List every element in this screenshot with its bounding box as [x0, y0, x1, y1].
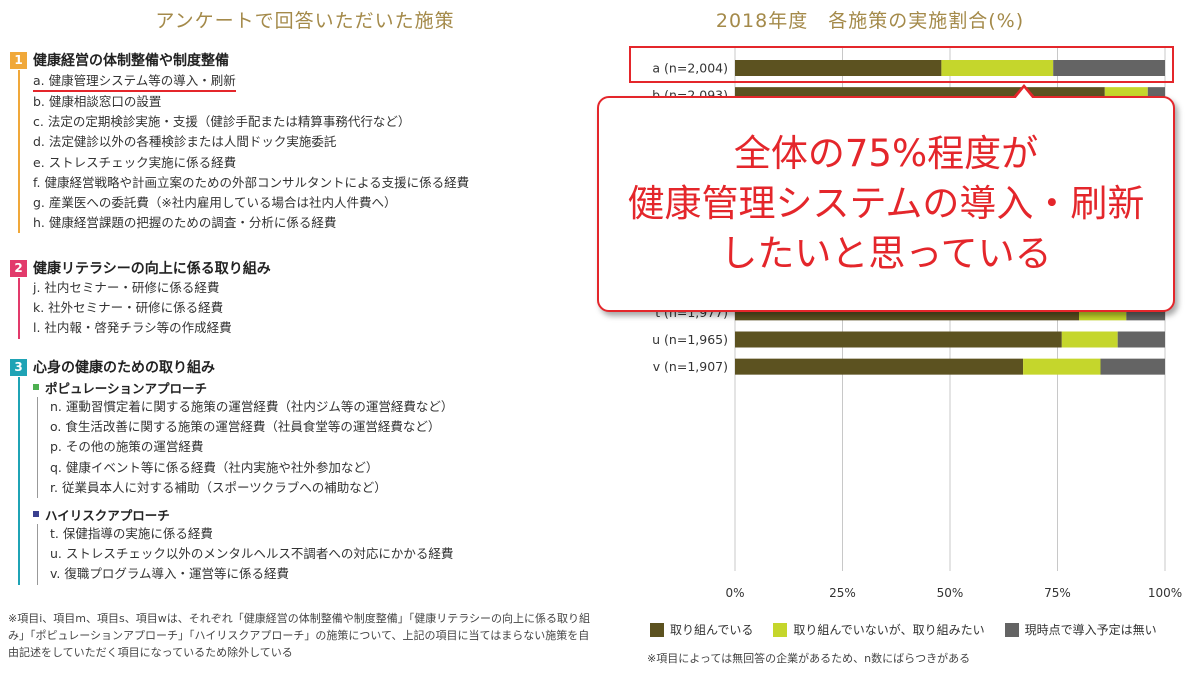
- bar-segment-none: [1053, 60, 1165, 76]
- x-tick-label: 50%: [937, 586, 964, 600]
- category-label: a (n=2,004): [652, 61, 728, 76]
- high-risk-approach-title: ハイリスクアプローチ: [45, 507, 170, 523]
- bar-segment-doing: [735, 358, 1024, 375]
- section-3-item-r: r. 従業員本人に対する補助（スポーツクラブへの補助など）: [50, 479, 387, 495]
- bar-segment-none: [1100, 358, 1165, 375]
- section-1-title: 健康経営の体制整備や制度整備: [33, 53, 229, 69]
- section-3-item-q: q. 健康イベント等に係る経費（社内実施や社外参加など）: [50, 459, 379, 475]
- bar-segment-want: [1061, 331, 1118, 348]
- section-2-item-k: k. 社外セミナー・研修に係る経費: [33, 300, 224, 316]
- category-label: v (n=1,907): [653, 359, 728, 374]
- chart-title: 2018年度 各施策の実施割合(%): [715, 10, 1025, 32]
- chart-legend: 取り組んでいる 取り組んでいないが、取り組みたい 現時点で導入予定は無い: [650, 621, 1157, 638]
- left-title: アンケートで回答いただいた施策: [155, 10, 455, 32]
- population-approach-marker: [33, 384, 39, 390]
- section-2-item-l: l. 社内報・啓発チラシ等の作成経費: [33, 320, 232, 336]
- section-3-item-p: p. その他の施策の運営経費: [50, 439, 204, 455]
- x-tick-label: 75%: [1044, 586, 1071, 600]
- callout-pointer-inner: [1015, 88, 1033, 99]
- row-a-highlight-box: [629, 46, 1174, 83]
- section-1-item-c: c. 法定の定期検診実施・支援（健診手配または精算事務代行など）: [33, 114, 411, 130]
- footnote-n-variance: ※項目によっては無回答の企業があるため、n数にばらつきがある: [647, 652, 971, 665]
- legend-label-none: 現時点で導入予定は無い: [1024, 623, 1157, 637]
- section-1-item-h: h. 健康経営課題の把握のための調査・分析に係る経費: [33, 215, 337, 231]
- x-tick-label: 25%: [829, 586, 856, 600]
- section-3-number: 3: [10, 358, 27, 376]
- legend-item-none: 現時点で導入予定は無い: [1004, 621, 1157, 638]
- section-1-item-b: b. 健康相談窓口の設置: [33, 94, 162, 109]
- section-1-number: 1: [10, 51, 27, 69]
- legend-label-want: 取り組んでいないが、取り組みたい: [793, 623, 985, 637]
- section-2-title: 健康リテラシーの向上に係る取り組み: [33, 261, 271, 277]
- legend-item-want: 取り組んでいないが、取り組みたい: [773, 621, 985, 638]
- section-1-item-f: f. 健康経営戦略や計画立案のための外部コンサルタントによる支援に係る経費: [33, 174, 470, 190]
- section-1-item-e: e. ストレスチェック実施に係る経費: [33, 154, 237, 170]
- high-risk-approach-marker: [33, 511, 39, 518]
- callout-box: 全体の75%程度が 健康管理システムの導入・刷新 したいと思っている: [597, 96, 1175, 312]
- section-3-item-n: n. 運動習慣定着に関する施策の運営経費（社内ジム等の運営経費など）: [50, 399, 454, 414]
- callout-line-2: 健康管理システムの導入・刷新: [627, 182, 1145, 225]
- section-1-item-g: g. 産業医への委託費（※社内雇用している場合は社内人件費へ）: [33, 195, 397, 211]
- bar-segment-none: [1117, 331, 1165, 348]
- section-2: 2 健康リテラシーの向上に係る取り組み j. 社内セミナー・研修に係る経費 k.…: [10, 258, 271, 339]
- section-3-item-t: t. 保健指導の実施に係る経費: [50, 526, 213, 542]
- bar-segment-doing: [735, 60, 942, 76]
- x-tick-label: 0%: [725, 586, 744, 600]
- legend-swatch-doing: [650, 622, 664, 637]
- footnote-excluded-items: ※項目i、項目m、項目s、項目wは、それぞれ「健康経営の体制整備や制度整備」「健…: [8, 612, 590, 659]
- legend-label-doing: 取り組んでいる: [670, 623, 754, 637]
- section-3-title: 心身の健康のための取り組み: [33, 360, 215, 376]
- callout-line-1: 全体の75%程度が: [733, 132, 1039, 175]
- section-3-item-o: o. 食生活改善に関する施策の運営経費（社員食堂等の運営経費など）: [50, 419, 441, 435]
- section-2-item-j: j. 社内セミナー・研修に係る経費: [33, 280, 220, 295]
- bar-segment-want: [941, 60, 1054, 76]
- section-1: 1 健康経営の体制整備や制度整備 a. 健康管理システム等の導入・刷新 b. 健…: [10, 50, 470, 234]
- section-1-item-a: a. 健康管理システム等の導入・刷新: [33, 72, 236, 92]
- legend-swatch-none: [1004, 622, 1019, 637]
- x-tick-label: 100%: [1148, 586, 1182, 600]
- section-1-item-d: d. 法定健診以外の各種検診または人間ドック実施委託: [33, 134, 337, 150]
- section-3-item-v: v. 復職プログラム導入・運営等に係る経費: [50, 566, 289, 582]
- section-2-number: 2: [10, 259, 27, 277]
- legend-item-doing: 取り組んでいる: [650, 621, 753, 638]
- category-label: u (n=1,965): [652, 332, 728, 347]
- population-approach-title: ポピュレーションアプローチ: [45, 380, 208, 396]
- section-3-item-u: u. ストレスチェック以外のメンタルヘルス不調者への対応にかかる経費: [50, 546, 454, 562]
- callout-line-3: したいと思っている: [720, 232, 1052, 275]
- legend-swatch-want: [773, 622, 788, 637]
- bar-segment-doing: [735, 331, 1062, 348]
- bar-segment-want: [1023, 358, 1101, 375]
- section-3: 3 心身の健康のための取り組み ポピュレーションアプローチ n. 運動習慣定着に…: [10, 357, 453, 585]
